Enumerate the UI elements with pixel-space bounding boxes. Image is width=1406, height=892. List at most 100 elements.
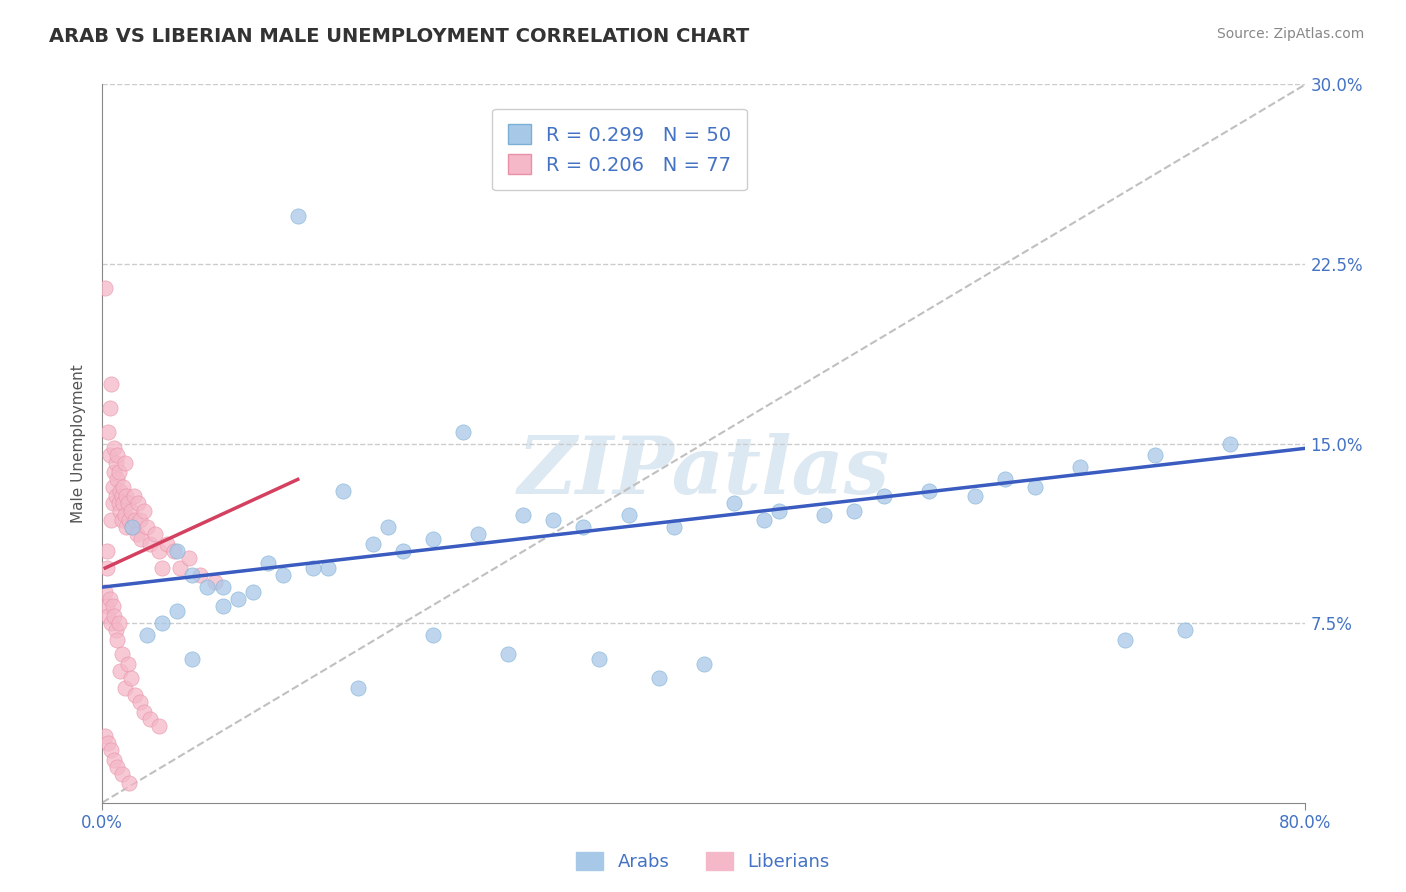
Point bbox=[97, 736, 120, 750]
Point bbox=[181, 652, 204, 666]
Point bbox=[128, 513, 150, 527]
Point bbox=[121, 520, 143, 534]
Point bbox=[112, 480, 135, 494]
Point bbox=[918, 484, 941, 499]
Point bbox=[111, 647, 134, 661]
Point bbox=[104, 489, 127, 503]
Point bbox=[1069, 460, 1091, 475]
Point bbox=[110, 484, 132, 499]
Point bbox=[118, 776, 141, 790]
Point bbox=[120, 671, 142, 685]
Point bbox=[94, 585, 117, 599]
Point bbox=[122, 489, 145, 503]
Point bbox=[1024, 480, 1046, 494]
Point bbox=[134, 705, 156, 719]
Point bbox=[451, 425, 474, 439]
Point bbox=[143, 527, 166, 541]
Point bbox=[271, 568, 294, 582]
Point bbox=[98, 449, 121, 463]
Point bbox=[104, 456, 127, 470]
Point bbox=[114, 456, 136, 470]
Point bbox=[114, 681, 136, 695]
Point bbox=[105, 632, 128, 647]
Point bbox=[107, 615, 129, 630]
Point bbox=[101, 496, 124, 510]
Point bbox=[111, 767, 134, 781]
Point bbox=[1174, 624, 1197, 638]
Point bbox=[107, 465, 129, 479]
Point bbox=[512, 508, 534, 523]
Point bbox=[752, 513, 775, 527]
Point bbox=[1114, 632, 1136, 647]
Point bbox=[150, 561, 173, 575]
Point bbox=[114, 508, 136, 523]
Point bbox=[124, 688, 146, 702]
Point bbox=[103, 465, 125, 479]
Point bbox=[117, 496, 139, 510]
Point bbox=[94, 729, 117, 743]
Point bbox=[96, 544, 118, 558]
Point bbox=[103, 608, 125, 623]
Point bbox=[105, 449, 128, 463]
Point bbox=[96, 599, 118, 614]
Point bbox=[422, 628, 444, 642]
Text: ZIPatlas: ZIPatlas bbox=[517, 434, 890, 511]
Y-axis label: Male Unemployment: Male Unemployment bbox=[72, 364, 86, 523]
Point bbox=[107, 496, 129, 510]
Point bbox=[131, 533, 153, 547]
Point bbox=[111, 489, 134, 503]
Point bbox=[136, 520, 159, 534]
Point bbox=[1219, 436, 1241, 450]
Point bbox=[139, 537, 162, 551]
Point bbox=[96, 561, 118, 575]
Point bbox=[242, 585, 264, 599]
Point bbox=[110, 503, 132, 517]
Point bbox=[287, 209, 309, 223]
Point bbox=[211, 580, 233, 594]
Point bbox=[98, 401, 121, 415]
Point bbox=[139, 712, 162, 726]
Point bbox=[361, 537, 384, 551]
Point bbox=[134, 503, 156, 517]
Point bbox=[101, 480, 124, 494]
Point bbox=[112, 496, 135, 510]
Point bbox=[572, 520, 595, 534]
Point bbox=[124, 513, 146, 527]
Point bbox=[347, 681, 370, 695]
Point bbox=[163, 544, 186, 558]
Point bbox=[100, 743, 122, 757]
Point bbox=[97, 425, 120, 439]
Point bbox=[98, 592, 121, 607]
Point bbox=[301, 561, 323, 575]
Point bbox=[105, 760, 128, 774]
Point bbox=[617, 508, 640, 523]
Point bbox=[498, 647, 520, 661]
Point bbox=[128, 695, 150, 709]
Point bbox=[181, 568, 204, 582]
Point bbox=[103, 442, 125, 456]
Point bbox=[963, 489, 986, 503]
Point bbox=[662, 520, 685, 534]
Point bbox=[100, 615, 122, 630]
Point bbox=[256, 556, 278, 570]
Point bbox=[693, 657, 716, 671]
Point bbox=[150, 615, 173, 630]
Point bbox=[422, 533, 444, 547]
Legend: Arabs, Liberians: Arabs, Liberians bbox=[569, 845, 837, 879]
Point bbox=[100, 513, 122, 527]
Point bbox=[316, 561, 339, 575]
Point bbox=[121, 520, 143, 534]
Point bbox=[115, 520, 138, 534]
Legend: R = 0.299   N = 50, R = 0.206   N = 77: R = 0.299 N = 50, R = 0.206 N = 77 bbox=[492, 109, 747, 190]
Point bbox=[543, 513, 565, 527]
Point bbox=[156, 537, 179, 551]
Point bbox=[377, 520, 399, 534]
Point bbox=[813, 508, 835, 523]
Point bbox=[105, 472, 128, 486]
Point bbox=[332, 484, 354, 499]
Point bbox=[873, 489, 896, 503]
Point bbox=[211, 599, 233, 614]
Point bbox=[103, 752, 125, 766]
Point bbox=[204, 575, 226, 590]
Point bbox=[127, 496, 149, 510]
